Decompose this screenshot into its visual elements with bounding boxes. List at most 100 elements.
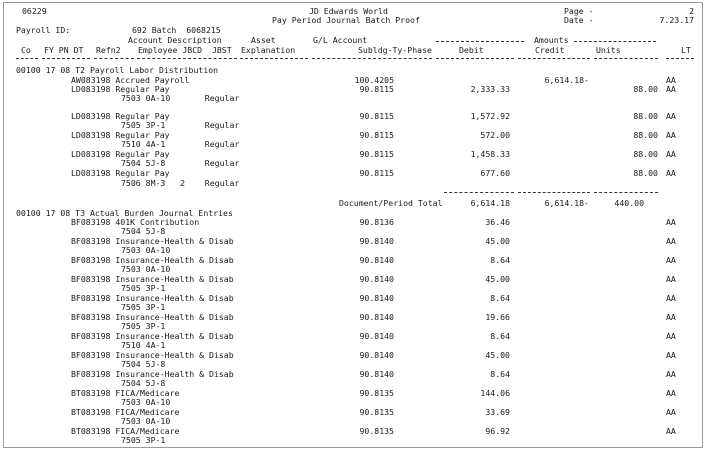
line-debit: 8.64 [490,255,510,265]
line-lt: AA [666,369,676,379]
rule-refn2 [94,58,134,59]
col-account-description: Account Description [128,35,222,45]
report-title: Pay Period Journal Batch Proof [272,15,420,25]
line-lt: AA [666,75,676,85]
col-explanation: Explanation [241,45,296,55]
line-ref: BT083198 FICA/Medicare [71,407,180,417]
line-account: 90.8115 [359,130,394,140]
rule-co [16,58,38,59]
line-lt: AA [666,255,676,265]
line-ref: BF083198 Insurance-Health & Disab [71,369,234,379]
line-detail: 7505 3P-1 [121,435,166,445]
line-account: 90.8140 [359,293,394,303]
line-account: 90.8140 [359,331,394,341]
line-ref: BF083198 Insurance-Health & Disab [71,350,234,360]
line-ref: LD083198 Regular Pay [71,130,170,140]
line-debit: 33.69 [485,407,510,417]
line-units: 88.00 [633,111,658,121]
line-ref: BF083198 Insurance-Health & Disab [71,255,234,265]
line-lt: AA [666,293,676,303]
line-account: 90.8135 [359,426,394,436]
col-refn2: Refn2 [96,45,121,55]
line-debit: 8.64 [490,331,510,341]
line-account: 100.4205 [354,75,394,85]
col-co: Co [21,45,31,55]
line-ref: LD083198 Regular Pay [71,168,170,178]
line-units: 88.00 [633,130,658,140]
line-detail: 7505 3P-1 [121,283,166,293]
report-id: 06229 [22,6,47,16]
line-detail: 7504 5J-8 [121,359,166,369]
line-account: 90.8136 [359,217,394,227]
amounts-rule-right [574,41,656,42]
col-employee-jbcd-jbst: Employee JBCD JBST [138,45,232,55]
total-rule-credit [518,192,590,193]
line-account: 90.8115 [359,168,394,178]
total-rule-debit [444,192,514,193]
payroll-id-label: Payroll ID: [16,25,71,35]
line-credit: 6,614.18- [544,75,589,85]
rule-employee [137,58,237,59]
line-detail: 7510 4A-1 Regular [121,139,240,149]
line-debit: 2,333.33 [470,84,510,94]
page-label: Page - [564,6,594,16]
total-label: Document/Period Total [339,198,443,208]
line-detail: 7503 0A-10 [121,245,171,255]
line-debit: 1,458.33 [470,149,510,159]
col-subldg: Subldg-Ty-Phase [358,45,432,55]
line-ref: LD083198 Regular Pay [71,111,170,121]
line-account: 90.8140 [359,255,394,265]
line-detail: 7510 4A-1 [121,340,166,350]
line-detail: 7503 0A-10 [121,416,171,426]
rule-debit [436,58,514,59]
line-debit: 45.00 [485,236,510,246]
col-credit: Credit [535,45,565,55]
line-detail: 7503 0A-10 [121,397,171,407]
line-lt: AA [666,331,676,341]
line-lt: AA [666,312,676,322]
line-lt: AA [666,388,676,398]
line-account: 90.8135 [359,388,394,398]
line-debit: 45.00 [485,274,510,284]
line-debit: 96.92 [485,426,510,436]
line-lt: AA [666,407,676,417]
line-account: 90.8135 [359,407,394,417]
col-debit: Debit [459,45,484,55]
line-units: 88.00 [633,168,658,178]
line-detail: 7506 8M-3 2 Regular [121,178,240,188]
line-debit: 1,572.92 [470,111,510,121]
line-ref: LD083198 Regular Pay [71,84,170,94]
line-debit: 144.06 [480,388,510,398]
line-debit: 8.64 [490,293,510,303]
line-ref: BF083198 401K Contribution [71,217,200,227]
line-lt: AA [666,350,676,360]
section-heading: 00100 17 08 T2 Payroll Labor Distributio… [16,65,219,75]
company-name: JD Edwards World [309,6,388,16]
line-units: 88.00 [633,84,658,94]
line-debit: 45.00 [485,350,510,360]
line-account: 90.8140 [359,369,394,379]
amounts-rule-left [436,41,524,42]
page-number: 2 [689,6,694,16]
line-ref: BF083198 Insurance-Health & Disab [71,312,234,322]
rule-credit [518,58,590,59]
line-detail: 7505 3P-1 [121,302,166,312]
col-lt: LT [681,45,691,55]
col-units: Units [596,45,621,55]
rule-explanation [240,58,308,59]
line-account: 90.8115 [359,84,394,94]
rule-fy [42,58,90,59]
batch-number: 692 Batch 6068215 [132,25,221,35]
total-rule-units [594,192,658,193]
col-amounts: Amounts [534,35,569,45]
line-detail: 7505 3P-1 Regular [121,120,240,130]
col-asset: Asset [251,35,276,45]
line-ref: LD083198 Regular Pay [71,149,170,159]
line-ref: BT083198 FICA/Medicare [71,426,180,436]
line-debit: 572.00 [480,130,510,140]
line-debit: 36.46 [485,217,510,227]
date-label: Date - [564,15,594,25]
line-ref: AW083198 Accrued Payroll [71,75,190,85]
line-debit: 677.60 [480,168,510,178]
line-lt: AA [666,130,676,140]
